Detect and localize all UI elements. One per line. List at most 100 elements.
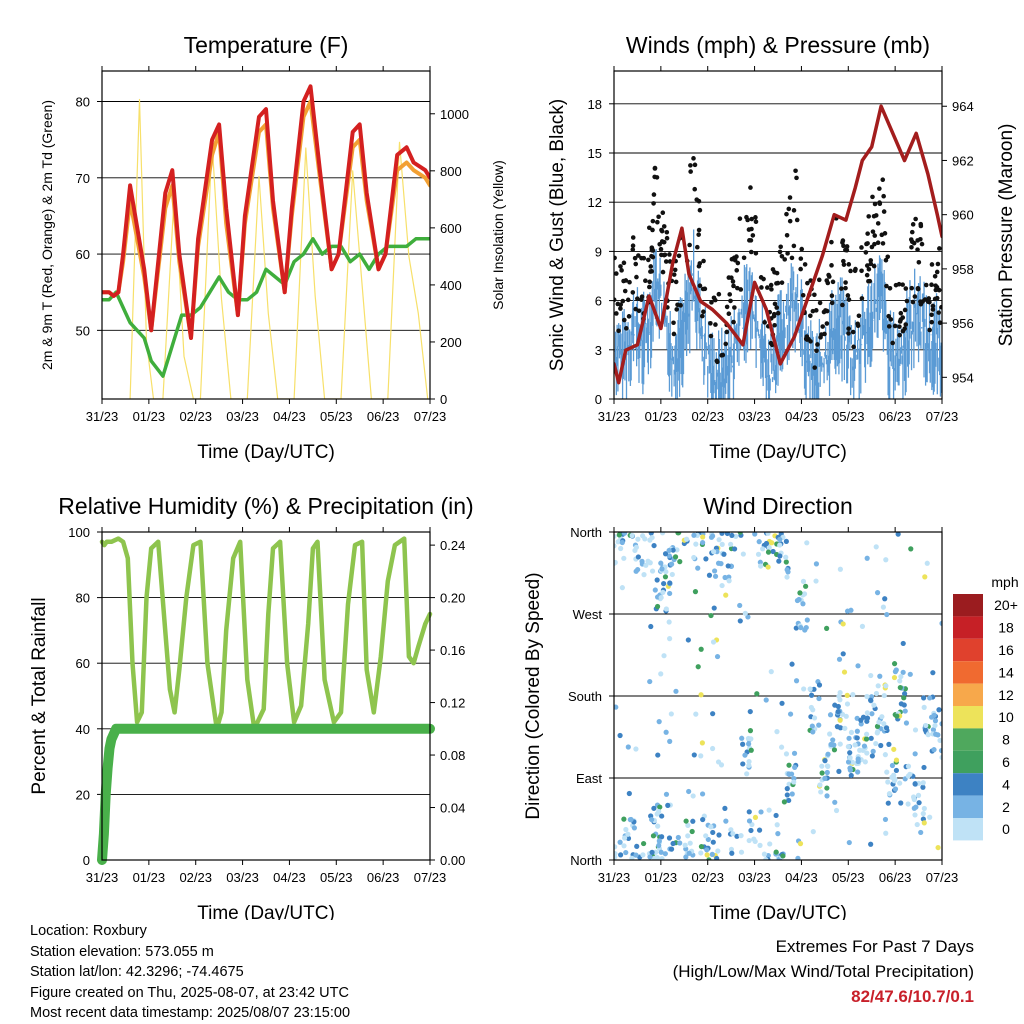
direction-point (654, 577, 660, 583)
gust-point (859, 296, 865, 301)
direction-point (837, 717, 843, 723)
direction-point (882, 596, 888, 602)
y2-tick-label: 0.16 (440, 643, 465, 658)
direction-point (689, 828, 695, 835)
direction-point (844, 701, 851, 707)
gust-point (821, 309, 827, 315)
x-tick-label: 05/23 (832, 870, 865, 885)
gust-point (900, 328, 906, 334)
gust-point (909, 285, 915, 291)
direction-point (811, 686, 817, 692)
direction-point (898, 800, 904, 806)
direction-point (775, 831, 781, 837)
direction-point (789, 791, 795, 797)
gust-point (872, 233, 878, 238)
direction-point (765, 564, 771, 570)
plot-area (102, 84, 430, 399)
gust-point (671, 331, 677, 337)
gust-point (732, 257, 738, 263)
direction-point (912, 727, 919, 733)
direction-point (830, 737, 836, 743)
legend-label: 4 (1002, 776, 1010, 792)
direction-point (666, 547, 672, 554)
direction-point (698, 646, 704, 652)
direction-point (712, 573, 719, 579)
gust-point (671, 272, 677, 277)
direction-point (907, 771, 913, 777)
gust-point (814, 348, 819, 354)
gust-point (633, 261, 639, 267)
gust-point (774, 270, 780, 276)
direction-point (921, 695, 927, 701)
direction-point (873, 690, 880, 697)
gust-point (877, 186, 882, 191)
direction-point (614, 533, 617, 539)
gust-point (918, 301, 924, 307)
gust-point (840, 302, 845, 308)
y2-axis-label: Solar Insolation (Yellow) (490, 160, 506, 310)
gust-point (732, 305, 737, 310)
direction-point (768, 669, 774, 675)
direction-point (674, 547, 680, 553)
direction-point (663, 569, 669, 575)
direction-point (631, 825, 638, 831)
direction-point (635, 554, 641, 560)
direction-point (751, 836, 757, 842)
direction-point (710, 639, 717, 645)
gust-point (845, 293, 851, 298)
direction-point (758, 809, 764, 815)
y-tick-label: 18 (588, 97, 602, 112)
direction-point (672, 554, 679, 560)
direction-point (766, 807, 772, 813)
direction-point (703, 556, 709, 562)
direction-point (632, 547, 638, 554)
direction-point (690, 818, 696, 824)
gust-point (774, 281, 779, 286)
direction-point (656, 719, 662, 725)
gust-point (929, 282, 934, 288)
gust-point (784, 233, 790, 238)
y-tick-label: 40 (76, 722, 90, 737)
gust-point (647, 279, 652, 285)
direction-point (920, 784, 926, 790)
direction-point (935, 844, 941, 851)
direction-point (659, 532, 666, 536)
direction-point (868, 841, 874, 847)
direction-point (641, 572, 647, 578)
direction-point (706, 857, 712, 860)
direction-point (800, 601, 806, 607)
gust-point (639, 297, 644, 302)
direction-point (649, 849, 655, 855)
y2-tick-label: 954 (952, 370, 974, 385)
direction-point (795, 855, 801, 860)
direction-point (629, 532, 635, 539)
direction-point (813, 561, 820, 567)
direction-point (667, 580, 673, 586)
gust-point (750, 233, 756, 238)
gust-point (635, 296, 640, 301)
gust-point (850, 329, 856, 335)
direction-point (625, 744, 631, 750)
gust-point (932, 273, 938, 279)
chart-title: Wind Direction (703, 493, 853, 519)
series-station-pressure (614, 104, 942, 385)
direction-point (913, 804, 919, 810)
direction-point (740, 741, 746, 747)
direction-point (862, 759, 868, 765)
gust-point (753, 251, 759, 256)
direction-point (848, 772, 854, 779)
extremes-title: Extremes For Past 7 Days (775, 937, 974, 956)
gust-point (798, 256, 804, 261)
direction-point (732, 546, 738, 552)
direction-point (831, 747, 838, 753)
gust-point (687, 242, 692, 248)
gust-point (900, 282, 905, 287)
gust-point (872, 201, 878, 207)
x-tick-label: 02/23 (691, 409, 724, 424)
direction-point (770, 548, 776, 555)
gust-point (713, 322, 718, 327)
direction-point (621, 532, 628, 536)
direction-point (891, 746, 897, 752)
y-tick-label: 3 (595, 343, 602, 358)
direction-point (686, 788, 692, 795)
